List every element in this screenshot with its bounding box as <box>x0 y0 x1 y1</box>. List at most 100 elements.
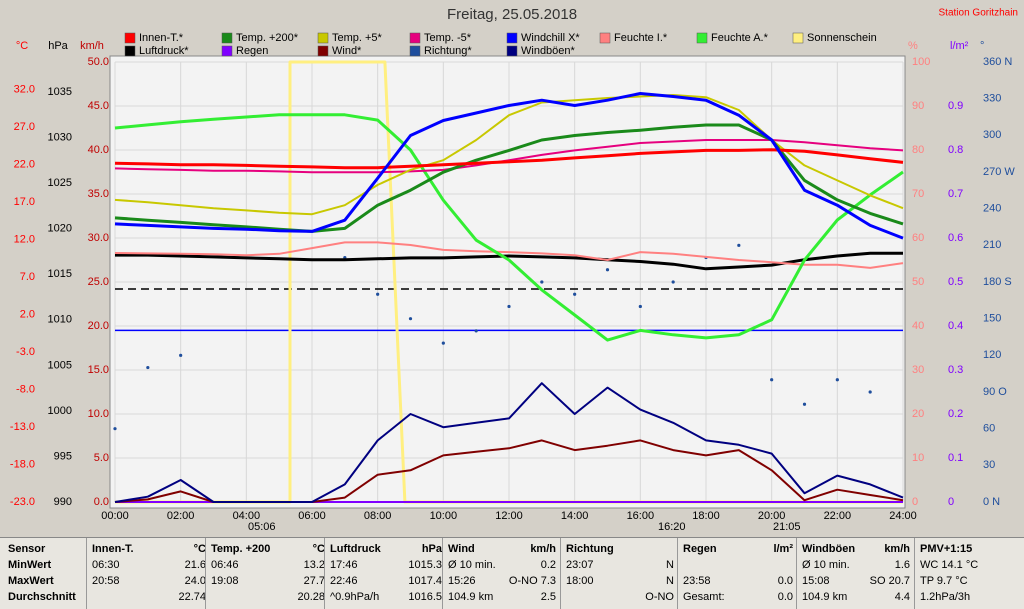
separator <box>560 538 561 609</box>
y-tick-label: 90 <box>912 100 924 112</box>
x-tick-label: 08:00 <box>364 510 392 522</box>
cell-label: Ø 10 min. <box>802 559 850 571</box>
y-tick-label: 1030 <box>48 132 72 144</box>
legend-label: Temp. +200* <box>236 32 299 44</box>
cell-label: 18:00 <box>566 575 594 587</box>
legend-swatch <box>124 32 136 44</box>
y-tick-label: -18.0 <box>10 458 35 470</box>
legend-label: Luftdruck* <box>139 45 189 57</box>
y-tick-label: 60 <box>912 232 924 244</box>
cell-value: 27.7 <box>303 575 325 587</box>
direction-dot <box>671 280 675 284</box>
legend-label: Richtung* <box>424 45 472 57</box>
direction-dot <box>376 292 380 296</box>
x-tick-label: 02:00 <box>167 510 195 522</box>
cell-label: TP 9.7 °C <box>920 575 968 587</box>
x-tick-label: 12:00 <box>495 510 523 522</box>
legend-label: Wind* <box>332 45 362 57</box>
legend-swatch <box>317 45 329 57</box>
cell-label: 23:07 <box>566 559 594 571</box>
y-tick-label: 35.0 <box>88 188 109 200</box>
x-tick-label: 20:00 <box>758 510 786 522</box>
cell-label: 22:46 <box>330 575 358 587</box>
cell-label: 1.2hPa/3h <box>920 591 971 603</box>
y-tick-label: 50.0 <box>88 56 109 68</box>
legend-label: Temp. +5* <box>332 32 383 44</box>
moon-label: 16:20 <box>658 521 686 533</box>
y-tick-label: 1010 <box>48 314 72 326</box>
y-tick-label: 10.0 <box>88 408 109 420</box>
axis-unit: ° <box>980 40 984 52</box>
legend-label: Feuchte I.* <box>614 32 668 44</box>
legend-swatch <box>599 32 611 44</box>
group-unit: hPa <box>421 543 442 555</box>
y-tick-label: 360 N <box>983 56 1012 68</box>
cell-label: 19:08 <box>211 575 239 587</box>
cell-value: 13.2 <box>303 559 325 571</box>
group-title: Luftdruck <box>330 543 381 555</box>
cell-value: O-NO <box>645 591 674 603</box>
direction-dot <box>770 378 774 382</box>
row-label: MinWert <box>8 559 52 571</box>
separator <box>86 538 87 609</box>
separator <box>324 538 325 609</box>
y-tick-label: 0.5 <box>948 276 963 288</box>
y-tick-label: 20.0 <box>88 320 109 332</box>
y-tick-label: 1035 <box>48 86 72 98</box>
row-label: MaxWert <box>8 575 54 587</box>
group-unit: km/h <box>884 543 910 555</box>
y-tick-label: 5.0 <box>94 452 109 464</box>
y-tick-label: 45.0 <box>88 100 109 112</box>
row-label: Durchschnitt <box>8 591 76 603</box>
legend-swatch <box>124 45 136 57</box>
legend-label: Windchill X* <box>521 32 580 44</box>
y-tick-label: 0.4 <box>948 320 963 332</box>
y-tick-label: 0.0 <box>94 496 109 508</box>
y-tick-label: 0.3 <box>948 364 963 376</box>
cell-value: 1015.3 <box>408 559 442 571</box>
y-tick-label: 30 <box>983 459 995 471</box>
x-tick-label: 04:00 <box>233 510 261 522</box>
y-tick-label: 30 <box>912 364 924 376</box>
direction-dot <box>441 341 445 345</box>
y-tick-label: 60 <box>983 423 995 435</box>
cell-value: SO 20.7 <box>869 575 910 587</box>
y-tick-label: 1020 <box>48 223 72 235</box>
legend-swatch <box>409 45 421 57</box>
y-tick-label: -8.0 <box>16 383 35 395</box>
chart: Freitag, 25.05.2018 Station Goritzhain 0… <box>10 6 1018 533</box>
y-tick-label: 100 <box>912 56 930 68</box>
x-tick-label: 06:00 <box>298 510 326 522</box>
y-tick-label: 0 <box>912 496 918 508</box>
direction-dot <box>638 304 642 309</box>
y-tick-label: 50 <box>912 276 924 288</box>
sunset-label: 21:05 <box>773 521 801 533</box>
cell-label: 104.9 km <box>802 591 848 603</box>
y-tick-label: 27.0 <box>14 121 35 133</box>
cell-value: 4.4 <box>894 591 910 603</box>
header-label: Sensor <box>8 543 46 555</box>
cell-value: 1.6 <box>894 559 910 571</box>
cell-label: ^0.9hPa/h <box>330 591 380 603</box>
legend-label: Temp. -5* <box>424 32 472 44</box>
y-tick-label: 180 S <box>983 276 1012 288</box>
y-tick-label: 120 <box>983 349 1001 361</box>
cell-value: O-NO 7.3 <box>508 575 556 587</box>
direction-dot <box>573 292 577 296</box>
legend-label: Innen-T.* <box>139 32 184 44</box>
cell-label: 17:46 <box>330 559 358 571</box>
y-tick-label: 995 <box>54 450 72 462</box>
cell-value: 1017.4 <box>408 575 442 587</box>
direction-dot <box>474 329 478 333</box>
y-tick-label: 12.0 <box>14 234 35 246</box>
cell-label: 23:58 <box>683 575 711 587</box>
y-tick-label: 0.1 <box>948 452 963 464</box>
separator <box>677 538 678 609</box>
axis-unit: hPa <box>48 40 68 52</box>
group-title: Temp. +200 <box>211 543 271 555</box>
y-tick-label: 0 <box>948 496 954 508</box>
cell-value: 2.5 <box>540 591 556 603</box>
y-tick-label: 330 <box>983 93 1001 105</box>
y-tick-label: 0.8 <box>948 144 963 156</box>
legend-label: Windböen* <box>521 45 576 57</box>
